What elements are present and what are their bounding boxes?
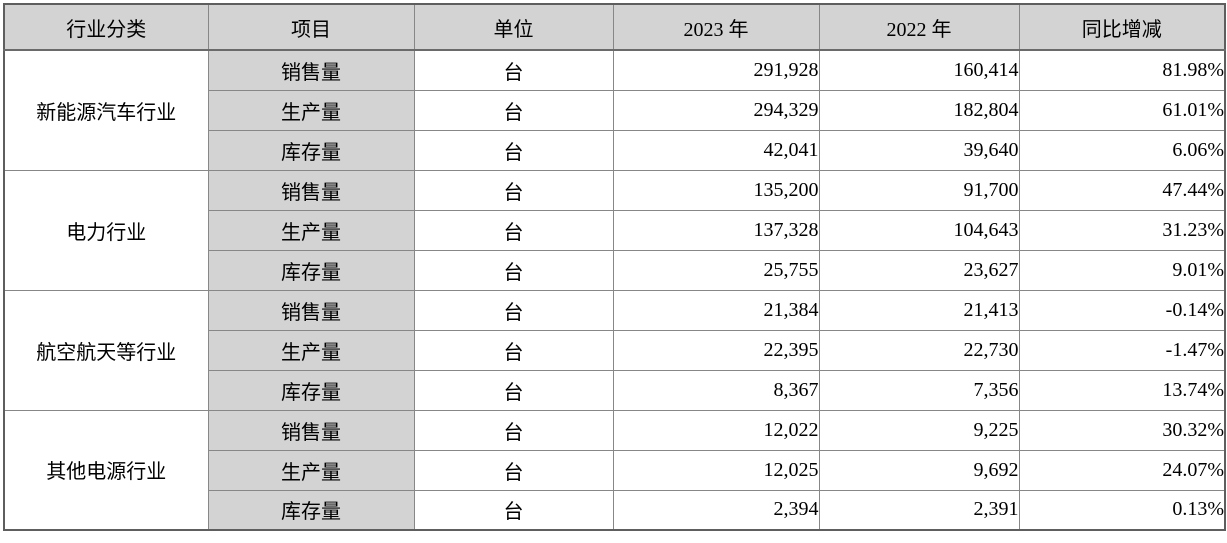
- yoy-change-cell: 6.06%: [1018, 129, 1226, 171]
- value-2022-cell: 91,700: [818, 169, 1020, 211]
- table-row: 生产量 台 294,329 182,804 61.01%: [4, 89, 1226, 131]
- col-header-yoy: 同比增减: [1018, 3, 1226, 51]
- table-row: 新能源汽车行业 销售量 台 291,928 160,414 81.98%: [3, 49, 1226, 171]
- value-2023-cell: 42,041: [612, 129, 820, 171]
- unit-cell: 台: [413, 489, 614, 531]
- col-header-unit: 单位: [413, 3, 614, 51]
- industry-cell-aerospace: 航空航天等行业: [3, 289, 209, 411]
- value-2022-cell: 182,804: [818, 89, 1020, 131]
- col-header-2023: 2023 年: [612, 3, 820, 51]
- value-2023-cell: 137,328: [612, 209, 820, 251]
- unit-cell: 台: [413, 209, 614, 251]
- unit-cell: 台: [413, 449, 614, 491]
- unit-cell: 台: [413, 329, 614, 371]
- col-header-industry: 行业分类: [3, 3, 209, 51]
- table-row: 库存量 台 25,755 23,627 9.01%: [4, 249, 1226, 291]
- item-cell: 销售量: [207, 289, 415, 331]
- col-header-2022: 2022 年: [818, 3, 1020, 51]
- table-row: 生产量 台 12,025 9,692 24.07%: [4, 449, 1226, 491]
- item-cell: 销售量: [207, 409, 415, 451]
- yoy-change-cell: 9.01%: [1018, 249, 1226, 291]
- value-2023-cell: 12,022: [612, 409, 820, 451]
- value-2023-cell: 135,200: [612, 169, 820, 211]
- value-2022-cell: 9,692: [818, 449, 1020, 491]
- value-2022-cell: 104,643: [818, 209, 1020, 251]
- table-row: 航空航天等行业 销售量 台 21,384 21,413 -0.14%: [3, 289, 1226, 411]
- industry-cell-power: 电力行业: [3, 169, 209, 291]
- yoy-change-cell: 24.07%: [1018, 449, 1226, 491]
- table-row: 电力行业 销售量 台 135,200 91,700 47.44%: [3, 169, 1226, 291]
- item-cell: 库存量: [207, 369, 415, 411]
- value-2022-cell: 23,627: [818, 249, 1020, 291]
- value-2023-cell: 25,755: [612, 249, 820, 291]
- item-cell: 销售量: [207, 49, 415, 91]
- value-2023-cell: 12,025: [612, 449, 820, 491]
- yoy-change-cell: 81.98%: [1018, 49, 1226, 91]
- value-2022-cell: 39,640: [818, 129, 1020, 171]
- item-cell: 生产量: [207, 449, 415, 491]
- unit-cell: 台: [413, 49, 614, 91]
- value-2022-cell: 160,414: [818, 49, 1020, 91]
- value-2023-cell: 22,395: [612, 329, 820, 371]
- item-cell: 销售量: [207, 169, 415, 211]
- item-cell: 生产量: [207, 329, 415, 371]
- value-2023-cell: 2,394: [612, 489, 820, 531]
- table-row: 库存量 台 8,367 7,356 13.74%: [4, 369, 1226, 411]
- header-row: 行业分类 项目 单位 2023 年 2022 年 同比增减: [3, 3, 1226, 51]
- yoy-change-cell: -0.14%: [1018, 289, 1226, 331]
- table-row: 生产量 台 137,328 104,643 31.23%: [4, 209, 1226, 251]
- yoy-change-cell: 0.13%: [1018, 489, 1226, 531]
- yoy-change-cell: -1.47%: [1018, 329, 1226, 371]
- table-row: 库存量 台 2,394 2,391 0.13%: [4, 489, 1226, 531]
- table-row: 生产量 台 22,395 22,730 -1.47%: [4, 329, 1226, 371]
- item-cell: 生产量: [207, 209, 415, 251]
- col-header-item: 项目: [207, 3, 415, 51]
- industry-production-sales-table: 行业分类 项目 单位 2023 年 2022 年 同比增减 新能源汽车行业 销售…: [3, 3, 1226, 531]
- unit-cell: 台: [413, 89, 614, 131]
- value-2022-cell: 21,413: [818, 289, 1020, 331]
- yoy-change-cell: 47.44%: [1018, 169, 1226, 211]
- value-2023-cell: 291,928: [612, 49, 820, 91]
- unit-cell: 台: [413, 289, 614, 331]
- value-2023-cell: 294,329: [612, 89, 820, 131]
- item-cell: 库存量: [207, 489, 415, 531]
- yoy-change-cell: 30.32%: [1018, 409, 1226, 451]
- table-row: 其他电源行业 销售量 台 12,022 9,225 30.32%: [3, 409, 1226, 531]
- table-row: 库存量 台 42,041 39,640 6.06%: [4, 129, 1226, 171]
- value-2022-cell: 7,356: [818, 369, 1020, 411]
- yoy-change-cell: 13.74%: [1018, 369, 1226, 411]
- value-2022-cell: 9,225: [818, 409, 1020, 451]
- unit-cell: 台: [413, 129, 614, 171]
- unit-cell: 台: [413, 369, 614, 411]
- unit-cell: 台: [413, 409, 614, 451]
- value-2022-cell: 2,391: [818, 489, 1020, 531]
- industry-cell-nev: 新能源汽车行业: [3, 49, 209, 171]
- unit-cell: 台: [413, 249, 614, 291]
- item-cell: 库存量: [207, 249, 415, 291]
- unit-cell: 台: [413, 169, 614, 211]
- yoy-change-cell: 61.01%: [1018, 89, 1226, 131]
- item-cell: 生产量: [207, 89, 415, 131]
- value-2023-cell: 21,384: [612, 289, 820, 331]
- value-2023-cell: 8,367: [612, 369, 820, 411]
- value-2022-cell: 22,730: [818, 329, 1020, 371]
- item-cell: 库存量: [207, 129, 415, 171]
- yoy-change-cell: 31.23%: [1018, 209, 1226, 251]
- industry-cell-other-power: 其他电源行业: [3, 409, 209, 531]
